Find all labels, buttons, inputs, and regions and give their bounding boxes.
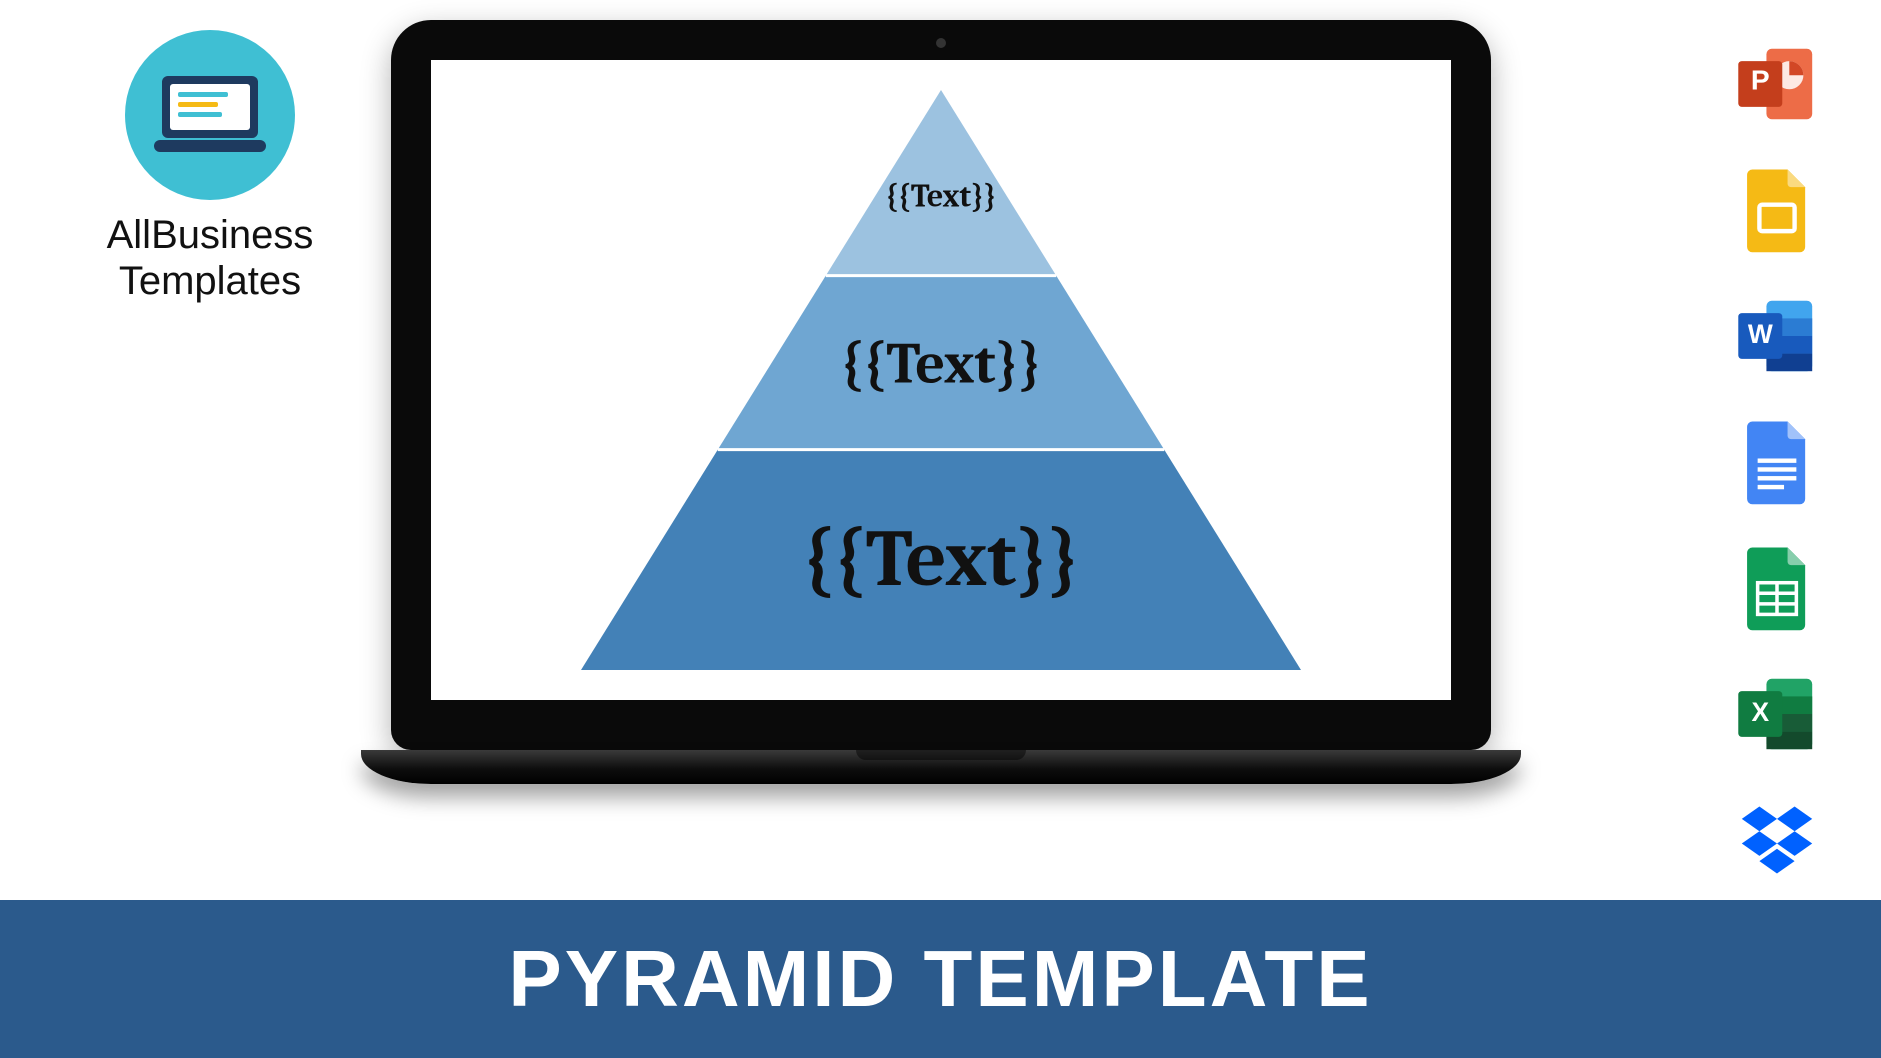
brand-name-line2: Templates [119, 259, 301, 303]
powerpoint-letter: P [1751, 64, 1770, 95]
laptop-mockup: {{Text}} {{Text}} {{Text}} [361, 20, 1521, 784]
pyramid-tier-2-label: {{Text}} [840, 331, 1040, 398]
google-slides-icon [1733, 166, 1821, 254]
brand-logo: AllBusiness Templates [80, 30, 340, 304]
laptop-icon [150, 70, 270, 160]
footer-banner: PYRAMID TEMPLATE [0, 900, 1881, 1058]
google-docs-icon [1733, 418, 1821, 506]
brand-name: AllBusiness Templates [80, 212, 340, 304]
laptop-screen: {{Text}} {{Text}} {{Text}} [431, 60, 1451, 700]
word-letter: W [1748, 319, 1773, 349]
pyramid-tier-1-label: {{Text}} [885, 178, 996, 215]
brand-logo-circle [125, 30, 295, 200]
footer-title: PYRAMID TEMPLATE [508, 933, 1372, 1025]
word-icon: W [1733, 292, 1821, 380]
powerpoint-icon: P [1733, 40, 1821, 128]
dropbox-icon [1733, 796, 1821, 884]
pyramid-tier-3-label: {{Text}} [802, 513, 1078, 605]
app-icons-column: P W X [1733, 40, 1821, 884]
camera-dot [936, 38, 946, 48]
google-sheets-icon [1733, 544, 1821, 632]
pyramid-diagram: {{Text}} {{Text}} {{Text}} [581, 90, 1301, 670]
excel-letter: X [1751, 697, 1769, 727]
brand-name-line1: AllBusiness [107, 213, 314, 257]
excel-icon: X [1733, 670, 1821, 758]
laptop-base [361, 750, 1521, 784]
laptop-bezel: {{Text}} {{Text}} {{Text}} [391, 20, 1491, 750]
